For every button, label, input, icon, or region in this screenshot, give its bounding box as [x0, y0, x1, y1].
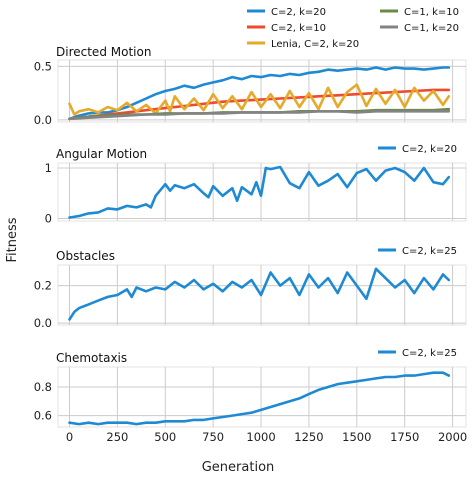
legend-label: C=2, k=10	[271, 23, 326, 34]
y-tick-label: 0.8	[34, 380, 52, 394]
legend: C=2, k=20	[378, 144, 457, 155]
y-axis-label: Fitness	[5, 217, 20, 262]
x-tick-label: 250	[106, 430, 128, 444]
legend: C=2, k=25	[378, 246, 457, 257]
panel-obstacles: 0.0 0.2 Obstacles C=2, k=25	[34, 246, 467, 330]
x-tick-label: 1500	[342, 430, 371, 444]
series-line-c-1-k-20	[68, 110, 451, 121]
y-tick-label: 0.0	[34, 316, 52, 330]
y-tick-label: 0.6	[34, 409, 52, 423]
y-tick-label: 0.2	[34, 279, 52, 293]
x-tick-label: 750	[202, 430, 224, 444]
panel-title: Obstacles	[56, 249, 115, 263]
x-axis-label: Generation	[202, 460, 275, 475]
plot-area	[57, 264, 467, 326]
x-tick-label: 0	[66, 430, 73, 444]
legend-label: C=1, k=10	[404, 7, 459, 18]
x-tick-label: 2000	[438, 430, 467, 444]
series-line-c-2-k-25	[68, 267, 451, 321]
legend-label: C=2, k=25	[402, 348, 457, 359]
panel-title: Chemotaxis	[56, 351, 127, 365]
x-tick-label: 1750	[390, 430, 419, 444]
panel-angular-motion: 0 1 Angular Motion C=2, k=20	[45, 144, 467, 225]
legend-label: Lenia, C=2, k=20	[271, 39, 359, 50]
legend: C=2, k=25	[378, 348, 457, 359]
panel-title: Angular Motion	[56, 147, 147, 161]
y-tick-label: 0	[45, 211, 52, 225]
legend-label: C=2, k=20	[271, 7, 326, 18]
legend: C=2, k=20 C=1, k=10 C=2, k=10 C=1, k=20 Leni…	[247, 7, 459, 50]
y-tick-label: 1	[45, 161, 52, 175]
legend-label: C=2, k=20	[402, 144, 457, 155]
y-tick-label: 0.5	[34, 59, 52, 73]
y-tick-label: 0.0	[34, 113, 52, 127]
x-tick-label: 500	[154, 430, 176, 444]
x-tick-label: 1250	[294, 430, 323, 444]
series-line-c-2-k-20	[68, 165, 451, 219]
legend-label: C=2, k=25	[402, 246, 457, 257]
panel-chemotaxis: 0.6 0.8 Chemotaxis C=2, k=25 0 250 500 750 1000 1…	[34, 348, 468, 444]
series-line-c-2-k-20	[68, 66, 451, 121]
series-line-c-2-k-10	[68, 88, 451, 121]
series-line-lenia-c-2-k-20	[68, 83, 451, 116]
panel-title: Directed Motion	[56, 45, 151, 59]
legend-label: C=1, k=20	[404, 23, 459, 34]
series-line-c-2-k-25	[68, 371, 451, 426]
x-tick-label: 1000	[246, 430, 275, 444]
